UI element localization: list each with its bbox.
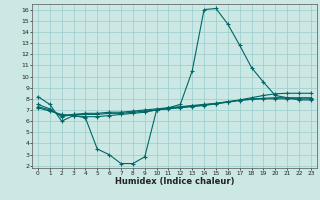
X-axis label: Humidex (Indice chaleur): Humidex (Indice chaleur) — [115, 177, 234, 186]
